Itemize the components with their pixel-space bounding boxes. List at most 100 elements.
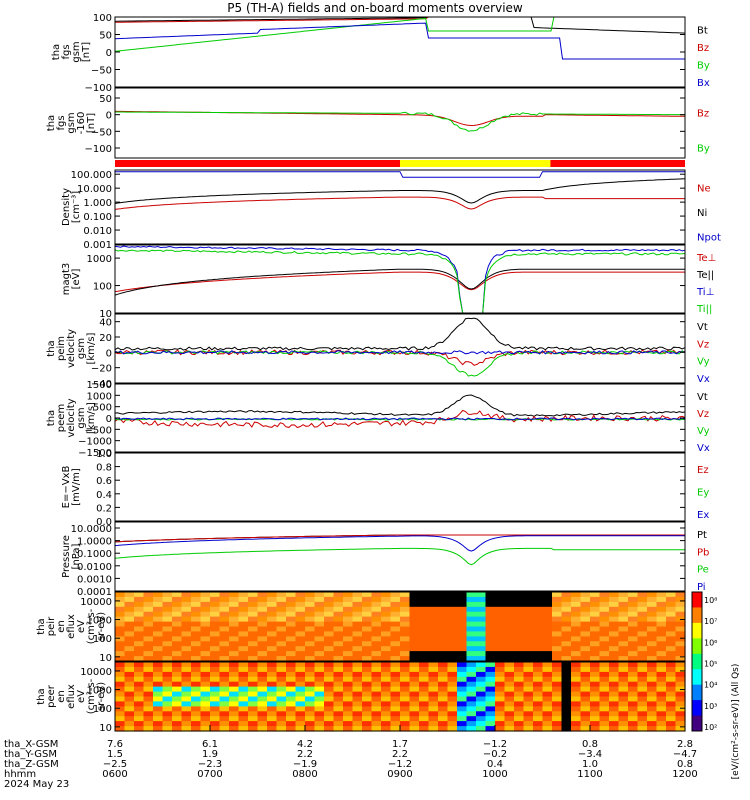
spectrogram-cell (476, 656, 487, 662)
spectrogram-cell (371, 636, 382, 642)
spectrogram-cell (428, 681, 439, 688)
spectrogram-cell (409, 656, 420, 662)
spectrogram-cell (419, 601, 430, 608)
spectrogram-cell (257, 596, 268, 603)
spectrogram-cell (447, 696, 458, 702)
spectrogram-cell (343, 601, 354, 608)
legend-entry: Npot (697, 233, 721, 244)
spectrogram-cell (618, 626, 629, 632)
x-axis-value: 1.0 (582, 759, 598, 770)
spectrogram-cell (466, 686, 477, 693)
spectrogram-cell (628, 691, 639, 698)
spectrogram-cell (656, 596, 667, 603)
series-Te⊥ (114, 271, 685, 293)
spectrogram-cell (457, 656, 468, 662)
spectrogram-cell (419, 711, 430, 717)
spectrogram-cell (219, 726, 230, 732)
legend-entry: Vt (697, 392, 708, 403)
spectrogram-cell (485, 621, 496, 628)
x-axis-value: 0800 (292, 769, 317, 780)
spectrogram-cell (656, 706, 667, 712)
spectrogram-cell (191, 721, 202, 727)
spectrogram-cell (210, 691, 221, 698)
spectrogram-cell (191, 716, 202, 722)
spectrogram-cell (238, 646, 249, 652)
x-axis-value: 1200 (672, 769, 697, 780)
spectrogram-cell (485, 641, 496, 647)
spectrogram-cell (447, 662, 458, 668)
spectrogram-cell (666, 691, 677, 698)
spectrogram-cell (305, 631, 316, 637)
spectrogram-cell (561, 662, 572, 668)
spectrogram-cell (514, 676, 525, 683)
y-axis-label: [mV/m] (71, 468, 82, 506)
spectrogram-cell (162, 666, 173, 673)
y-axis-label: [eV] (71, 269, 82, 290)
spectrogram-cell (533, 592, 544, 598)
spectrogram-cell (419, 696, 430, 702)
spectrogram-cell (609, 656, 620, 662)
spectrogram-cell (229, 721, 240, 727)
spectrogram-cell (267, 681, 278, 688)
y-axis-label: [cm⁻³] (71, 191, 82, 223)
legend-entry: Vx (697, 443, 710, 454)
spectrogram-cell (305, 681, 316, 688)
spectrogram-cell (276, 721, 287, 727)
spectrogram-cell (210, 651, 221, 657)
spectrogram-cell (666, 631, 677, 637)
spectrogram-cell (675, 641, 686, 647)
spectrogram-cell (485, 592, 496, 598)
x-axis-value: 1.7 (392, 739, 408, 750)
spectrogram-cell (438, 701, 449, 707)
spectrogram-cell (618, 651, 629, 657)
spectrogram-cell (637, 696, 648, 702)
spectrogram-cell (295, 621, 306, 628)
spectrogram-cell (314, 601, 325, 608)
spectrogram-cell (381, 601, 392, 608)
spectrogram-cell (276, 646, 287, 652)
panel-3: 100.00010.0001.0000.1000.0100.001Density… (61, 169, 721, 251)
spectrogram-cell (675, 662, 686, 668)
spectrogram-cell (476, 716, 487, 722)
spectrogram-cell (514, 641, 525, 647)
spectrogram-cell (409, 662, 420, 668)
spectrogram-cell (238, 711, 249, 717)
series-By (114, 16, 685, 52)
spectrogram-cell (419, 651, 430, 657)
spectrogram-cell (552, 681, 563, 688)
spectrogram-cell (371, 626, 382, 632)
spectrogram-cell (457, 626, 468, 632)
spectrogram-cell (343, 671, 354, 678)
spectrogram-cell (314, 631, 325, 637)
spectrogram-cell (295, 681, 306, 688)
spectrogram-cell (371, 646, 382, 652)
spectrogram-cell (390, 656, 401, 662)
spectrogram-cell (143, 701, 154, 707)
spectrogram-cell (599, 621, 610, 628)
y-axis-label: eflux (66, 684, 77, 709)
spectrogram-cell (571, 592, 582, 598)
spectrogram-cell (504, 691, 515, 698)
spectrogram-cell (666, 641, 677, 647)
colorbar-swatch (692, 715, 702, 732)
spectrogram-cell (362, 701, 373, 707)
spectrogram-cell (333, 596, 344, 603)
spectrogram-cell (267, 646, 278, 652)
y-tick-label: 100 (93, 13, 112, 24)
spectrogram-cell (552, 721, 563, 727)
series-Vt (114, 394, 686, 417)
spectrogram-cell (134, 611, 145, 618)
spectrogram-cell (267, 626, 278, 632)
spectrogram-cell (229, 686, 240, 693)
spectrogram-cell (362, 626, 373, 632)
spectrogram-cell (476, 606, 487, 613)
spectrogram-cell (314, 726, 325, 732)
spectrogram-cell (305, 611, 316, 618)
spectrogram-cell (466, 691, 477, 698)
spectrogram-cell (381, 656, 392, 662)
spectrogram-cell (390, 596, 401, 603)
spectrogram-cell (400, 681, 411, 688)
spectrogram-cell (542, 601, 553, 608)
spectrogram-cell (172, 676, 183, 683)
